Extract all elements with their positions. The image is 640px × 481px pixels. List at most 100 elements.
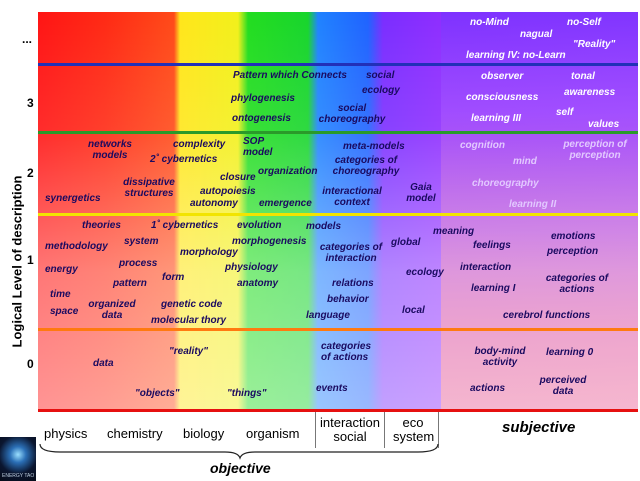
term-meaning: meaning [433,226,475,237]
level-line-top [38,63,638,66]
term-synergetics: synergetics [45,193,101,204]
spectrum-panel [38,12,638,412]
term-evolution: evolution [237,220,282,231]
term-categories-actions-1: categories of actions [545,273,609,295]
term-consciousness: consciousness [466,92,539,103]
term-reality-q: "Reality" [573,39,616,50]
term-pattern: pattern [113,278,147,289]
term-interaction: interaction [460,262,512,273]
term-ecology-3: ecology [362,85,400,96]
term-organized-data: organized data [88,299,136,321]
term-emotions: emotions [551,231,596,242]
term-sop-model: SOP model [243,136,273,158]
term-models: models [306,221,342,232]
term-learning-ii: learning II [509,199,557,210]
domain-biology: biology [183,426,225,441]
term-cognition: cognition [460,140,505,151]
term-global: global [391,237,421,248]
objective-label: objective [210,460,271,476]
term-social-choreography: social choreography [318,103,386,125]
domain-separator [315,412,316,448]
term-cyber1: 1˚ cybernetics [151,220,219,231]
level-3: 3 [27,96,34,110]
term-system: system [124,236,159,247]
logo-caption: ENERGY TAO [2,473,35,479]
term-learning-iii: learning III [471,113,522,124]
term-complexity: complexity [173,139,226,150]
term-social: social [366,70,395,81]
energy-tao-logo [0,437,36,481]
term-local: local [402,305,425,316]
term-nagual: nagual [520,29,553,40]
term-interactional-context: interactional context [322,186,382,208]
domain-ecosystem: eco system [393,415,435,444]
level-dots: ... [22,32,33,46]
domain-organism: organism [246,426,300,441]
term-theories: theories [82,220,121,231]
term-no-mind: no-Mind [470,17,509,28]
term-autopoiesis: autopoiesis [200,186,256,197]
term-ecology-1: ecology [406,267,444,278]
term-autonomy: autonomy [190,198,238,209]
term-physiology: physiology [225,262,278,273]
term-awareness: awareness [564,87,616,98]
subjective-label: subjective [502,419,576,436]
term-space: space [50,306,79,317]
domain-chemistry: chemistry [107,426,163,441]
term-perceived-data: perceived data [539,375,587,397]
term-phylogenesis: phylogenesis [231,93,295,104]
domain-separator [384,412,385,448]
term-organization: organization [258,166,318,177]
term-methodology: methodology [45,241,108,252]
term-tonal: tonal [571,71,595,82]
term-behavior: behavior [327,294,369,305]
term-events: events [316,383,348,394]
level-line-2 [38,213,638,216]
term-molecular: molecular thory [151,315,227,326]
term-perception-of-perception: perception of perception [563,139,627,161]
term-meta-models: meta-models [343,141,405,152]
term-language: language [306,310,350,321]
level-2: 2 [27,166,34,180]
domain-interaction-social: interaction social [320,415,380,444]
level-0: 0 [27,357,34,371]
level-line-3 [38,131,638,134]
term-form: form [162,272,185,283]
term-cerebrol: cerebrol functions [503,310,591,321]
term-perception: perception [547,246,599,257]
term-morphology: morphology [180,247,238,258]
term-time: time [50,289,71,300]
domain-physics: physics [44,426,88,441]
term-objects: "objects" [135,388,180,399]
level-1: 1 [27,253,34,267]
term-self: self [556,107,574,118]
term-values: values [588,119,620,130]
term-observer: observer [481,71,524,82]
term-body-mind: body-mind activity [474,346,526,368]
term-emergence: emergence [259,198,312,209]
term-pattern-connects: Pattern which Connects [233,70,347,81]
term-anatomy: anatomy [237,278,279,289]
term-cyber2: 2˚ cybernetics [150,154,218,165]
term-gaia-model: Gaia model [406,182,436,204]
term-morphogenesis: morphogenesis [232,236,307,247]
term-choreography: choreography [472,178,539,189]
term-reality: "reality" [169,346,208,357]
term-data: data [93,358,114,369]
term-closure: closure [220,172,256,183]
level-line-1 [38,328,638,331]
term-energy: energy [45,264,78,275]
term-things: "things" [227,388,267,399]
term-genetic-code: genetic code [161,299,223,310]
term-process: process [119,258,158,269]
term-categories-actions-0: categories of actions [321,341,372,363]
term-feelings: feelings [473,240,511,251]
term-categories-choreography: categories of choreography [332,155,400,177]
level-line-0 [38,409,638,412]
term-networks-models: networks models [88,139,132,161]
axis-label: Logical Level of description [9,175,25,348]
term-learning-i: learning I [471,283,516,294]
term-no-self: no-Self [567,17,601,28]
domain-separator [438,412,439,448]
